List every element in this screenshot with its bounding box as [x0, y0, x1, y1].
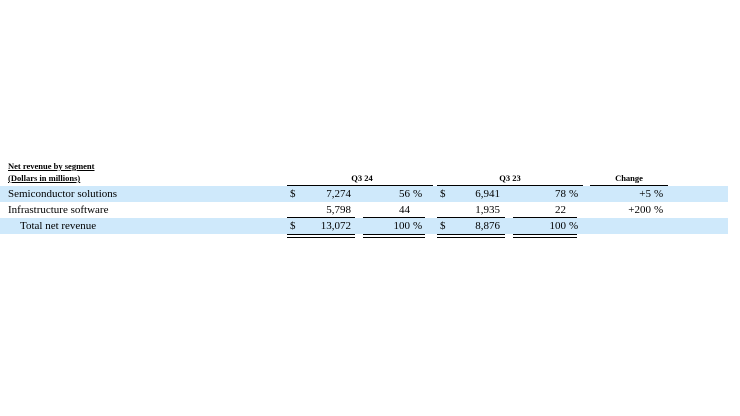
- cell: $: [290, 188, 296, 200]
- cell: 6,941: [475, 188, 500, 200]
- cell: %: [569, 220, 579, 232]
- cell: 100: [549, 220, 567, 232]
- total-rule: [287, 237, 355, 238]
- cell: $: [290, 220, 296, 232]
- total-rule: [363, 237, 425, 238]
- subtotal-rule: [363, 217, 425, 218]
- row-label: Semiconductor solutions: [8, 188, 118, 200]
- total-rule: [363, 234, 425, 235]
- total-rule: [513, 234, 577, 235]
- cell: %: [413, 220, 423, 232]
- cell: %: [654, 204, 664, 216]
- subtotal-rule: [513, 217, 577, 218]
- cell: 7,274: [326, 188, 351, 200]
- total-rule: [437, 237, 505, 238]
- row-label: Infrastructure software: [8, 204, 109, 216]
- row-highlight: [0, 186, 728, 202]
- total-rule: [513, 237, 577, 238]
- cell: 5,798: [326, 204, 351, 216]
- cell: 78: [555, 188, 566, 200]
- total-rule: [437, 234, 505, 235]
- cell: $: [440, 220, 446, 232]
- cell: 13,072: [320, 220, 351, 232]
- cell: %: [413, 188, 423, 200]
- cell: 44: [399, 204, 410, 216]
- row-highlight: [0, 218, 728, 234]
- subtotal-rule: [437, 217, 505, 218]
- cell: 56: [399, 188, 410, 200]
- header-rule: [437, 185, 583, 186]
- column-header: Change: [615, 173, 643, 183]
- cell: %: [654, 188, 664, 200]
- cell: 100: [393, 220, 411, 232]
- cell: %: [569, 188, 579, 200]
- subtotal-rule: [287, 217, 355, 218]
- header-rule: [590, 185, 668, 186]
- table-title: Net revenue by segment: [8, 161, 95, 171]
- cell: 1,935: [475, 204, 500, 216]
- cell: $: [440, 188, 446, 200]
- column-header: Q3 24: [351, 173, 373, 183]
- total-rule: [287, 234, 355, 235]
- row-label: Total net revenue: [20, 220, 97, 232]
- column-header: Q3 23: [499, 173, 521, 183]
- table-subtitle: (Dollars in millions): [8, 173, 81, 183]
- cell: +200: [628, 204, 651, 216]
- cell: 8,876: [475, 220, 500, 232]
- cell: 22: [555, 204, 566, 216]
- header-rule: [287, 185, 433, 186]
- cell: +5: [639, 188, 651, 200]
